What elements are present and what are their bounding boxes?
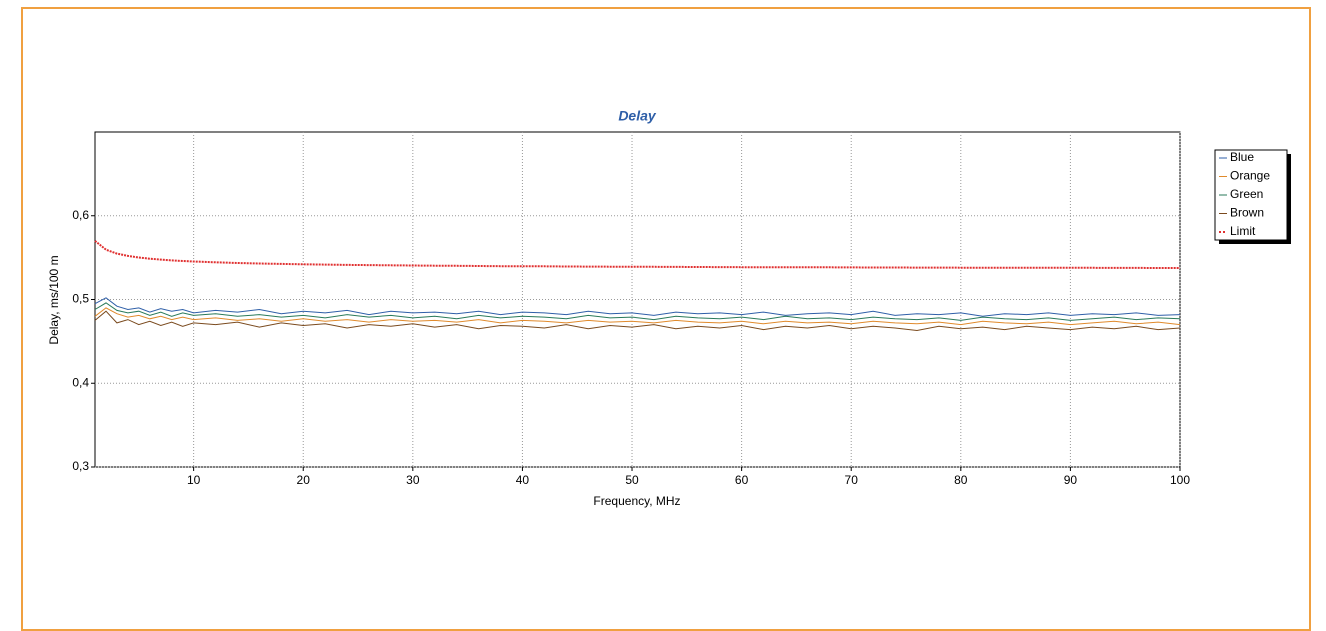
legend-label: Blue [1230,150,1254,164]
chart-title: Delay [618,108,657,124]
x-tick-label: 90 [1064,473,1078,487]
x-tick-label: 30 [406,473,420,487]
y-tick-label: 0,6 [72,208,89,222]
series-line [94,297,1181,317]
legend-label: Orange [1230,169,1270,183]
x-tick-label: 80 [954,473,968,487]
y-axis-label: Delay, ms/100 m [47,255,61,344]
x-tick-label: 40 [516,473,530,487]
legend-label: Limit [1230,224,1256,238]
series-line [94,302,1181,321]
page: Delay Frequency, MHz Delay, ms/100 m 0,3… [21,7,1311,631]
legend-label: Green [1230,187,1263,201]
x-tick-label: 60 [735,473,749,487]
legend-label: Brown [1230,206,1264,220]
x-tick-label: 20 [297,473,311,487]
chart: Delay Frequency, MHz Delay, ms/100 m 0,3… [47,108,1291,508]
y-tick-label: 0,5 [72,292,89,306]
x-tick-label: 100 [1170,473,1190,487]
series-line [94,307,1181,326]
series-line [94,240,1180,269]
x-tick-label: 10 [187,473,201,487]
x-axis-label: Frequency, MHz [593,494,680,508]
y-tick-label: 0,3 [72,459,89,473]
series-line [94,310,1181,332]
y-tick-label: 0,4 [72,375,89,389]
x-tick-label: 70 [845,473,859,487]
x-tick-label: 50 [625,473,639,487]
